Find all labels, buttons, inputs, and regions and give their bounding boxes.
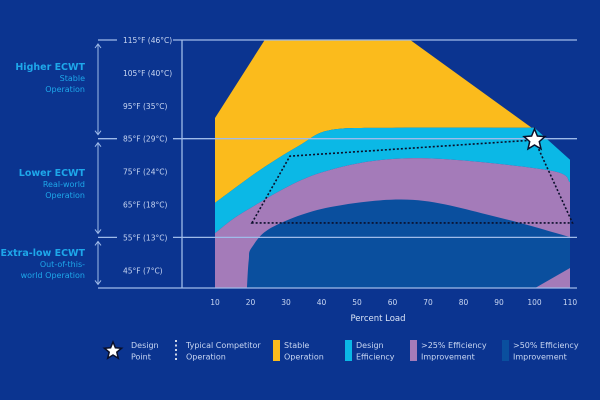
competitor-operation [250,127,574,224]
x-tick-label: 110 [563,298,578,307]
region-design-efficiency [215,127,570,234]
legend-label: Stable [284,341,309,350]
arrow-up-icon [94,141,102,147]
y-group-subtitle: Stable [60,74,85,83]
region-stable-operation [215,40,549,203]
legend-label: Typical Competitor [185,341,261,350]
legend-swatch [410,340,417,361]
x-tick-label: 80 [459,298,469,307]
legend-label: Improvement [421,353,475,362]
design-point-star-icon [522,127,547,151]
legend-label: Design [131,341,159,350]
arrow-down-icon [94,229,102,235]
arrow-up-icon [94,43,102,49]
legend: Design Point Typical Competitor Operation St… [102,340,579,362]
legend-label: >50% Efficiency [513,341,579,350]
legend-label: Operation [284,353,324,362]
region--50-efficiency-improvement [246,199,570,289]
x-tick-labels: 10 20 30 40 50 60 70 80 90 100 110 [210,298,577,307]
x-tick-label: 100 [527,298,542,307]
y-group-subtitle: Operation [45,191,85,200]
arrow-down-icon [94,280,102,286]
y-tick-label: 45°F (7°C) [123,266,163,275]
arrow-up-icon [94,240,102,246]
y-group-subtitle: world Operation [21,271,85,280]
legend-swatch [502,340,509,361]
x-axis-title: Percent Load [350,314,405,324]
y-tick-label: 65°F (18°C) [123,201,167,210]
x-tick-label: 50 [352,298,362,307]
legend-swatch [273,340,280,361]
y-tick-label: 75°F (24°C) [123,168,167,177]
y-tick-label: 105°F (40°C) [123,69,172,78]
legend-swatch [345,340,352,361]
y-tick-label: 85°F (29°C) [123,135,167,144]
x-tick-label: 40 [317,298,327,307]
legend-label: Operation [186,353,226,362]
legend-label: Design [356,341,384,350]
star-icon [102,340,124,360]
y-group-title: Extra-low ECWT [1,248,86,259]
x-tick-label: 60 [388,298,398,307]
y-group-title: Higher ECWT [15,62,85,73]
legend-label: >25% Efficiency [421,341,487,350]
y-group-subtitle: Operation [45,85,85,94]
x-tick-label: 90 [494,298,504,307]
y-group-subtitle: Out-of-this- [40,260,85,269]
y-tick-label: 95°F (35°C) [123,102,167,111]
y-tick-label: 55°F (13°C) [123,233,167,242]
gridlines [94,39,577,289]
x-tick-label: 70 [423,298,433,307]
legend-label: Point [131,353,151,362]
y-group-subtitle: Real-world [43,180,85,189]
x-tick-label: 30 [281,298,291,307]
arrow-down-icon [94,130,102,136]
y-group-title: Lower ECWT [19,168,86,179]
y-tick-label: 115°F (46°C) [123,36,172,45]
legend-label: Efficiency [356,353,395,362]
regions [215,40,570,289]
legend-label: Improvement [513,353,567,362]
x-tick-label: 20 [246,298,256,307]
x-tick-label: 10 [210,298,220,307]
y-axis-labels: 115°F (46°C) 105°F (40°C) 95°F (35°C) 85°F … [123,36,172,275]
